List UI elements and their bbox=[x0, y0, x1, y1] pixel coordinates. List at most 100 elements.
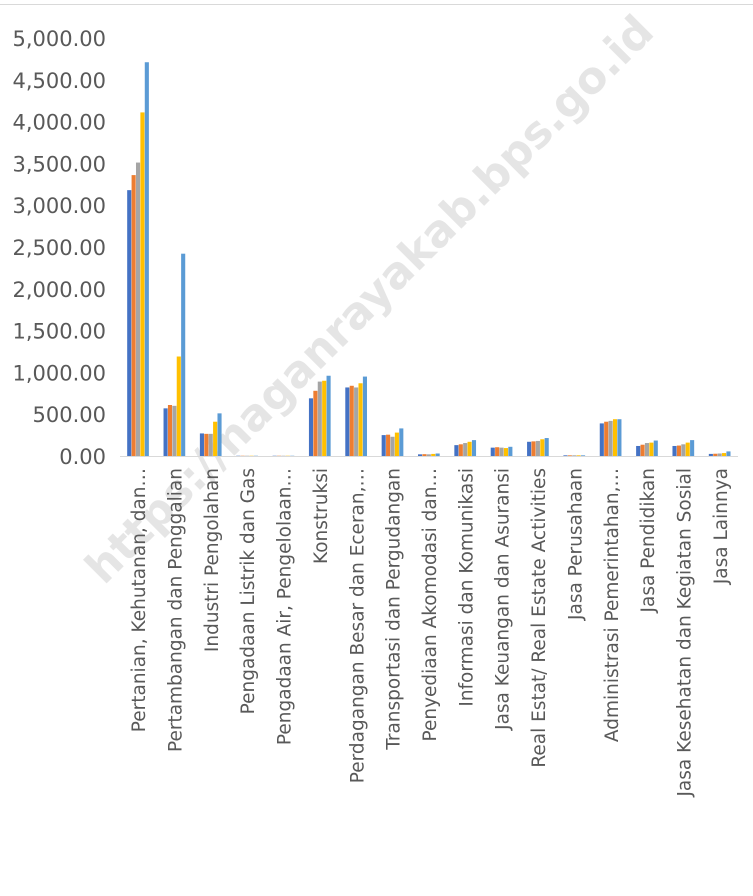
x-tick-label: Pengadaan Listrik dan Gas bbox=[238, 468, 259, 714]
bar bbox=[167, 405, 173, 456]
y-tick-label: 5,000.00 bbox=[12, 27, 106, 51]
bar bbox=[581, 455, 586, 456]
bar bbox=[199, 433, 204, 456]
bar bbox=[471, 440, 477, 456]
x-tick-label: Transportasi dan Pergudangan bbox=[384, 468, 405, 751]
bar bbox=[463, 443, 468, 456]
bar bbox=[540, 439, 545, 456]
bar bbox=[604, 421, 609, 456]
y-tick-label: 2,500.00 bbox=[12, 236, 106, 260]
bar bbox=[163, 408, 168, 456]
bar bbox=[681, 444, 686, 456]
bar bbox=[713, 453, 718, 456]
bar bbox=[649, 442, 654, 456]
bar bbox=[399, 428, 404, 456]
bar bbox=[144, 62, 149, 457]
bar bbox=[572, 455, 577, 456]
x-tick-label: Real Estat/ Real Estate Activities bbox=[529, 468, 550, 768]
bar bbox=[612, 419, 618, 456]
bar bbox=[135, 162, 141, 456]
y-tick-label: 3,000.00 bbox=[12, 194, 106, 218]
bar bbox=[208, 433, 213, 456]
bar bbox=[535, 440, 540, 456]
bar bbox=[608, 420, 613, 456]
bar bbox=[431, 453, 436, 456]
bar bbox=[394, 432, 399, 456]
bar bbox=[358, 383, 363, 456]
bar bbox=[418, 454, 423, 456]
bar bbox=[422, 454, 427, 456]
bar bbox=[454, 445, 459, 456]
bar bbox=[467, 441, 472, 456]
bar bbox=[458, 444, 463, 456]
bar bbox=[381, 435, 386, 456]
bar bbox=[576, 455, 581, 456]
bar bbox=[317, 381, 322, 456]
bar bbox=[204, 433, 209, 456]
bar bbox=[308, 398, 314, 456]
bar bbox=[131, 175, 136, 456]
bar bbox=[176, 356, 181, 456]
bar bbox=[127, 190, 132, 456]
bar bbox=[599, 423, 604, 456]
bar bbox=[172, 405, 177, 456]
y-tick-label: 4,500.00 bbox=[12, 69, 106, 93]
top-border bbox=[0, 4, 753, 5]
bar bbox=[362, 376, 367, 456]
bar bbox=[717, 453, 722, 456]
bar bbox=[435, 453, 440, 456]
x-tick-label: Administrasi Pemerintahan,… bbox=[602, 468, 623, 742]
x-tick-label: Pengadaan Air, Pengelolaan… bbox=[275, 468, 296, 745]
x-tick-label: Informasi dan Komunikasi bbox=[456, 468, 477, 707]
bar bbox=[636, 445, 641, 456]
bar bbox=[213, 421, 218, 456]
bar bbox=[685, 442, 690, 456]
bar bbox=[722, 453, 727, 456]
bar bbox=[527, 441, 532, 456]
bar bbox=[544, 438, 549, 456]
y-tick-label: 4,000.00 bbox=[12, 111, 106, 135]
bar bbox=[726, 451, 731, 456]
bar bbox=[345, 387, 350, 456]
y-tick-label: 1,500.00 bbox=[12, 320, 106, 344]
x-tick-label: Konstruksi bbox=[311, 468, 332, 564]
bar bbox=[490, 447, 495, 456]
x-tick-labels: Pertanian, Kehutanan, dan… Pertambangan d… bbox=[129, 468, 732, 798]
bars-layer bbox=[127, 62, 731, 457]
x-tick-label: Jasa Kesehatan dan Kegiatan Sosial bbox=[675, 468, 696, 798]
bar bbox=[672, 445, 677, 456]
x-tick-label: Industri Pengolahan bbox=[202, 468, 223, 652]
y-tick-label: 500.00 bbox=[33, 403, 106, 427]
x-tick-label: Jasa Perusahaan bbox=[565, 468, 586, 621]
bar bbox=[690, 440, 695, 456]
x-tick-label: Pertambangan dan Penggalian bbox=[166, 468, 187, 752]
x-tick-label: Perdagangan Besar dan Eceran,… bbox=[347, 468, 368, 783]
bar bbox=[531, 441, 536, 456]
y-tick-label: 3,500.00 bbox=[12, 152, 106, 176]
x-tick-label: Jasa Lainnya bbox=[711, 468, 732, 585]
bar bbox=[676, 445, 681, 456]
bar bbox=[708, 453, 713, 456]
x-tick-label: Penyediaan Akomodasi dan… bbox=[420, 468, 441, 742]
bar bbox=[217, 413, 222, 456]
bar bbox=[617, 419, 622, 456]
bar bbox=[322, 380, 327, 456]
y-tick-label: 0.00 bbox=[59, 445, 106, 469]
bar bbox=[354, 387, 359, 456]
y-tick-labels: 0.00 500.00 1,000.00 1,500.00 2,000.00 2,500.… bbox=[12, 27, 106, 469]
y-tick-label: 2,000.00 bbox=[12, 278, 106, 302]
bar bbox=[426, 454, 431, 456]
bar bbox=[653, 440, 658, 456]
x-tick-label: Pertanian, Kehutanan, dan… bbox=[129, 468, 150, 732]
bar bbox=[140, 112, 145, 457]
bar bbox=[563, 455, 568, 456]
bar bbox=[313, 390, 318, 456]
bar bbox=[386, 434, 391, 456]
bar bbox=[390, 436, 395, 456]
bar bbox=[326, 375, 331, 456]
bar bbox=[644, 443, 650, 456]
bar bbox=[567, 455, 572, 456]
bar bbox=[181, 253, 186, 456]
